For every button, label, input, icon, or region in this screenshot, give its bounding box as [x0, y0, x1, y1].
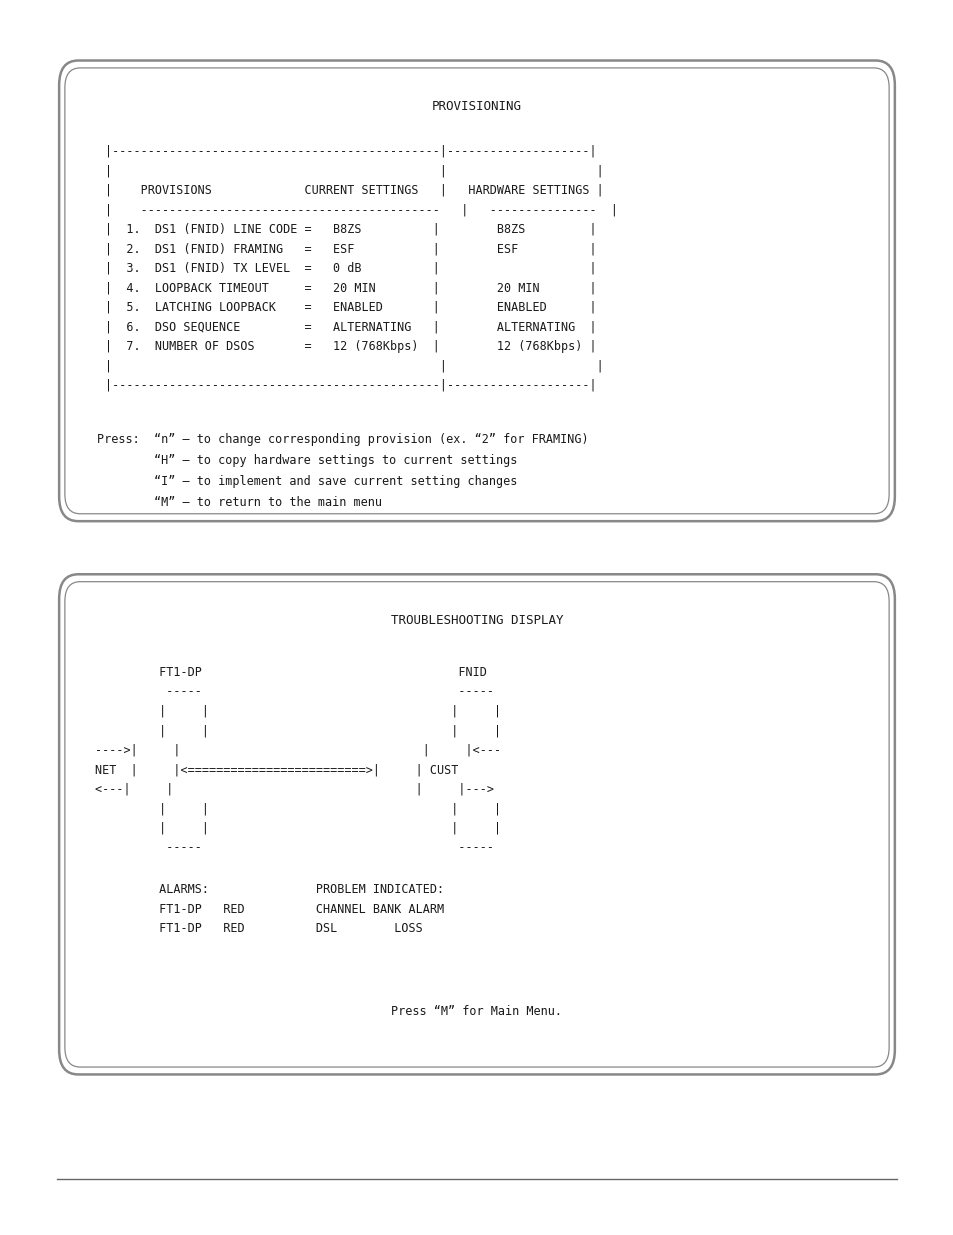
- Text: Press:  “n” – to change corresponding provision (ex. “2” for FRAMING): Press: “n” – to change corresponding pro…: [97, 432, 588, 446]
- Text: |    PROVISIONS             CURRENT SETTINGS   |   HARDWARE SETTINGS |: | PROVISIONS CURRENT SETTINGS | HARDWARE…: [105, 184, 603, 196]
- Text: TROUBLESHOOTING DISPLAY: TROUBLESHOOTING DISPLAY: [391, 614, 562, 627]
- Text: “I” – to implement and save current setting changes: “I” – to implement and save current sett…: [97, 475, 517, 488]
- Text: “M” – to return to the main menu: “M” – to return to the main menu: [97, 496, 382, 509]
- Text: |  1.  DS1 (FNID) LINE CODE =   B8ZS          |        B8ZS         |: | 1. DS1 (FNID) LINE CODE = B8ZS | B8ZS …: [105, 222, 596, 236]
- Text: -----                                    -----: ----- -----: [95, 685, 494, 698]
- Text: ALARMS:               PROBLEM INDICATED:: ALARMS: PROBLEM INDICATED:: [95, 883, 444, 897]
- Text: NET  |     |<=========================>|     | CUST: NET | |<=========================>| | CU…: [95, 763, 458, 777]
- Text: |     |                                  |     |: | | | |: [95, 803, 501, 815]
- FancyBboxPatch shape: [59, 574, 894, 1074]
- Text: |     |                                  |     |: | | | |: [95, 705, 501, 718]
- Text: |  5.  LATCHING LOOPBACK    =   ENABLED       |        ENABLED      |: | 5. LATCHING LOOPBACK = ENABLED | ENABL…: [105, 300, 596, 314]
- Text: FT1-DP   RED          DSL        LOSS: FT1-DP RED DSL LOSS: [95, 923, 423, 935]
- FancyBboxPatch shape: [65, 68, 888, 514]
- Text: FT1-DP                                    FNID: FT1-DP FNID: [95, 666, 487, 679]
- Text: |----------------------------------------------|--------------------|: |---------------------------------------…: [105, 144, 596, 158]
- Text: -----                                    -----: ----- -----: [95, 841, 494, 855]
- Text: |    ------------------------------------------   |   ---------------  |: | --------------------------------------…: [105, 203, 618, 216]
- Text: |  3.  DS1 (FNID) TX LEVEL  =   0 dB          |                     |: | 3. DS1 (FNID) TX LEVEL = 0 dB | |: [105, 262, 596, 274]
- Text: |  7.  NUMBER OF DSOS       =   12 (768Kbps)  |        12 (768Kbps) |: | 7. NUMBER OF DSOS = 12 (768Kbps) | 12 …: [105, 340, 596, 353]
- FancyBboxPatch shape: [65, 582, 888, 1067]
- Text: |----------------------------------------------|--------------------|: |---------------------------------------…: [105, 379, 596, 391]
- Text: ---->|     |                                  |     |<---: ---->| | | |<---: [95, 743, 501, 757]
- Text: |                                              |                     |: | | |: [105, 359, 603, 372]
- Text: |  4.  LOOPBACK TIMEOUT     =   20 MIN        |        20 MIN       |: | 4. LOOPBACK TIMEOUT = 20 MIN | 20 MIN …: [105, 282, 596, 294]
- Text: “H” – to copy hardware settings to current settings: “H” – to copy hardware settings to curre…: [97, 453, 517, 467]
- Text: |     |                                  |     |: | | | |: [95, 821, 501, 835]
- Text: |  2.  DS1 (FNID) FRAMING   =   ESF           |        ESF          |: | 2. DS1 (FNID) FRAMING = ESF | ESF |: [105, 242, 596, 256]
- FancyBboxPatch shape: [59, 61, 894, 521]
- Text: |     |                                  |     |: | | | |: [95, 724, 501, 737]
- Text: |  6.  DSO SEQUENCE         =   ALTERNATING   |        ALTERNATING  |: | 6. DSO SEQUENCE = ALTERNATING | ALTERN…: [105, 320, 596, 333]
- Text: <---|     |                                  |     |--->: <---| | | |--->: [95, 783, 494, 795]
- Text: FT1-DP   RED          CHANNEL BANK ALARM: FT1-DP RED CHANNEL BANK ALARM: [95, 903, 444, 915]
- Text: PROVISIONING: PROVISIONING: [432, 100, 521, 114]
- Text: Press “M” for Main Menu.: Press “M” for Main Menu.: [391, 1005, 562, 1019]
- Text: |                                              |                     |: | | |: [105, 164, 603, 177]
